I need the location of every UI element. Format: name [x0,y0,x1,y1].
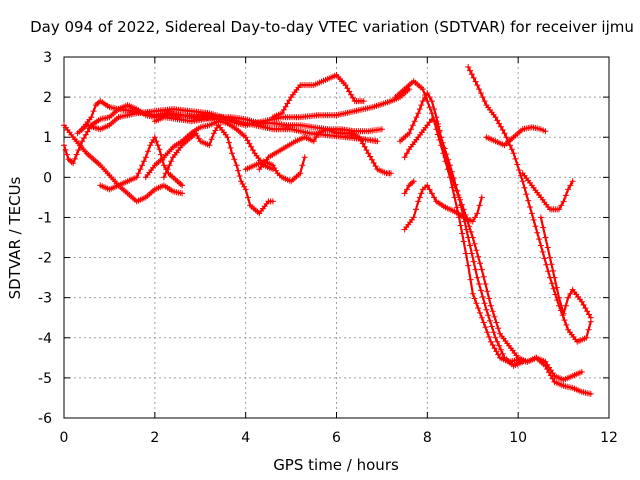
x-tick-label: 0 [60,430,69,446]
series-trace-7 [160,122,276,217]
series-trace-18 [483,124,549,149]
series-trace-1 [61,122,186,205]
series-markers [519,170,576,213]
y-axis-label: SDTVAR / TECUs [6,176,24,299]
x-tick-label: 4 [241,430,250,446]
x-tick-label: 12 [600,430,618,446]
series-trace-20 [537,214,594,321]
y-tick-label: -3 [38,291,52,307]
series-line [403,118,583,381]
y-tick-label: -1 [38,210,52,226]
series-markers [483,124,549,149]
x-tick-labels: 0 2 4 6 8 10 12 [60,430,618,446]
series-trace-5 [97,134,186,193]
series-trace-14 [401,116,585,383]
series-trace-12 [392,78,594,397]
series-trace-15 [401,182,485,233]
y-tick-label: -4 [38,331,52,347]
series-markers [61,122,186,205]
series-markers [256,126,394,177]
series-markers [401,182,485,233]
x-tick-label: 8 [423,430,432,446]
series-trace-19 [519,170,576,213]
chart-title: Day 094 of 2022, Sidereal Day-to-day VTE… [30,18,634,36]
y-tick-label: -5 [38,371,52,387]
series-markers [97,134,186,193]
series-group [61,64,594,397]
tick-marks [63,56,610,419]
y-tick-label: 3 [43,50,52,66]
series-trace-10 [256,126,394,177]
series-markers [269,72,367,121]
x-axis-label: GPS time / hours [273,456,399,474]
series-markers [160,122,276,217]
x-tick-label: 2 [150,430,159,446]
series-line [271,73,365,119]
y-tick-labels: 3 2 1 0 -1 -2 -3 -4 -5 -6 [38,50,52,427]
y-tick-label: 1 [43,130,52,146]
y-tick-label: -6 [38,411,52,427]
x-tick-label: 6 [332,430,341,446]
series-trace-17 [465,64,594,345]
y-tick-label: 2 [43,90,52,106]
series-trace-16 [401,178,417,197]
series-trace-6 [142,118,276,181]
series-markers [142,118,276,181]
series-markers [401,178,417,197]
series-markers [537,214,594,321]
series-trace-9 [242,154,308,185]
series-trace-11 [269,72,367,121]
y-tick-label: 0 [43,170,52,186]
series-markers [401,116,585,383]
y-tick-label: -2 [38,251,52,267]
x-tick-label: 10 [509,430,527,446]
series-markers [392,78,594,397]
